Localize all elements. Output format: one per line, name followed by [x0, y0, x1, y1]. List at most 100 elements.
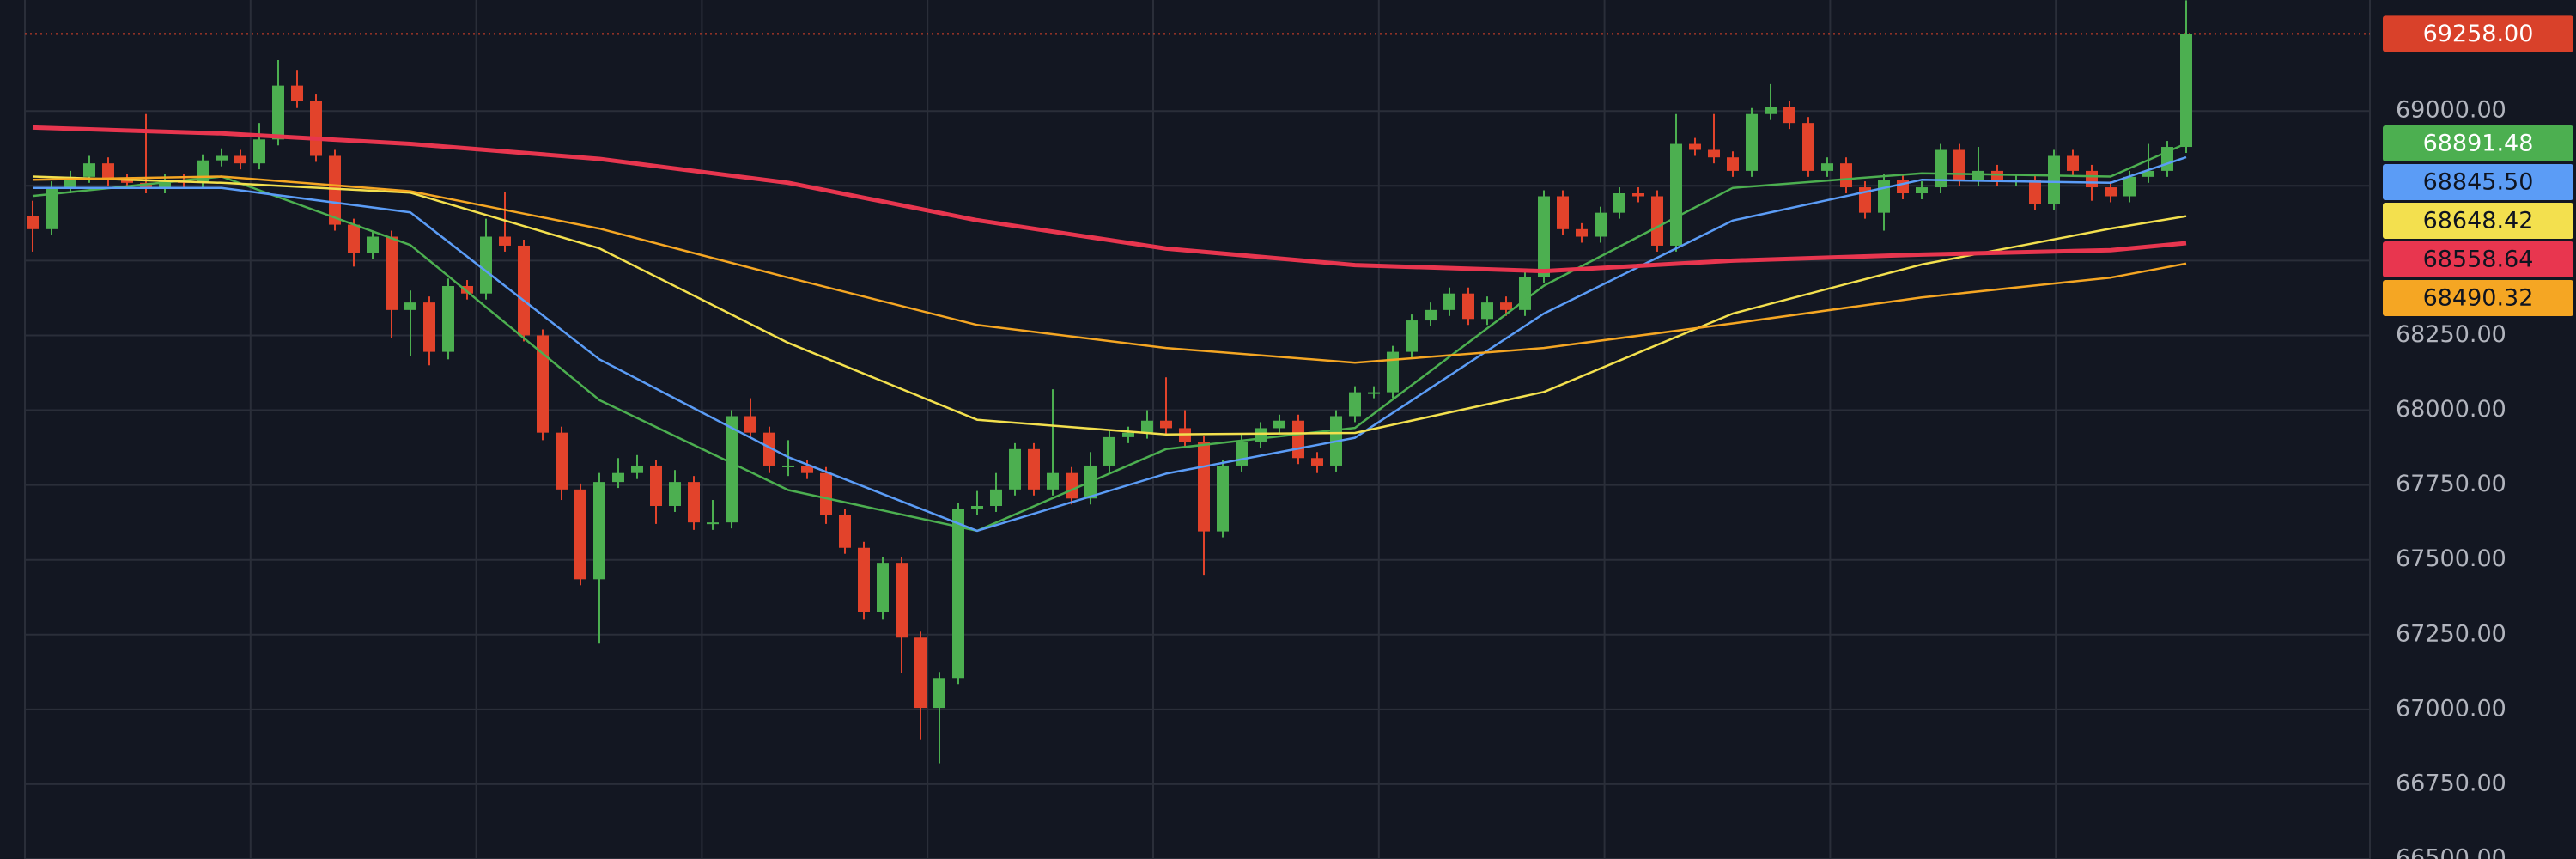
ma-line: [32, 125, 2187, 274]
candle-body: [1047, 472, 1059, 490]
candle-body: [310, 101, 322, 156]
ma-line: [32, 142, 2187, 533]
y-tick-label: 67750.00: [2396, 471, 2506, 497]
candle-body: [744, 416, 756, 433]
candle-body: [1821, 163, 1833, 171]
candle-body: [1538, 196, 1550, 277]
candle-body: [839, 515, 851, 548]
candle-body: [1481, 302, 1493, 320]
candle-body: [537, 335, 549, 433]
y-tick-label: 68000.00: [2396, 396, 2506, 423]
candle-body: [348, 224, 360, 253]
candle-body: [1632, 193, 1644, 197]
candle-body: [1613, 193, 1625, 213]
candle-body: [1462, 293, 1474, 320]
candle-body: [1009, 448, 1021, 490]
candle-body: [1765, 106, 1777, 114]
candle-body: [1557, 196, 1569, 229]
candle-body: [442, 285, 454, 352]
candle-body: [1576, 228, 1588, 237]
candle-body: [1595, 212, 1607, 237]
candle-body: [1727, 157, 1739, 171]
candle-body: [612, 472, 624, 483]
candle-body: [102, 163, 114, 180]
price-badge-label: 68891.48: [2423, 131, 2534, 157]
candle-body: [763, 432, 775, 466]
candle-body: [234, 155, 246, 164]
ma-line: [33, 155, 2187, 533]
candle-body: [877, 563, 889, 612]
candle-body: [952, 509, 964, 679]
candle-body: [1368, 392, 1380, 394]
price-axis: 66500.00 66750.00 67000.00 67250.00 67500.00…: [2383, 15, 2573, 859]
candle-body: [1387, 351, 1399, 393]
candle-body: [556, 432, 568, 490]
candle-body: [1953, 149, 1965, 180]
price-badge: [2383, 203, 2573, 240]
candle-body: [1878, 180, 1890, 213]
candle-body: [896, 563, 908, 638]
candle-body: [858, 547, 870, 612]
price-badge: [2383, 125, 2573, 162]
candle-body: [499, 236, 511, 246]
candle-body: [914, 637, 927, 709]
candle-body: [27, 216, 39, 229]
candle-body: [2048, 155, 2060, 204]
candle-body: [367, 236, 379, 253]
candle-body: [726, 416, 738, 523]
candle-body: [272, 85, 284, 140]
candle-body: [1141, 420, 1153, 433]
candle-body: [83, 163, 95, 177]
candle-body: [1406, 320, 1418, 352]
candle-body: [971, 505, 983, 509]
candle-body: [1311, 458, 1323, 466]
candle-body: [1273, 420, 1285, 429]
candle-body: [990, 489, 1002, 506]
candle-body: [253, 139, 265, 164]
candle-body: [121, 180, 133, 183]
candle-body: [404, 302, 416, 310]
candle-body: [291, 85, 303, 101]
candle-body: [1651, 196, 1663, 246]
candle-body: [329, 155, 341, 225]
y-tick-label: 68250.00: [2396, 321, 2506, 348]
candle-body: [423, 302, 435, 352]
candle-body: [669, 482, 681, 506]
candle-body: [1160, 420, 1172, 429]
candle-body: [518, 245, 530, 336]
candle-body: [1066, 472, 1078, 499]
candle-body: [1519, 277, 1531, 310]
candle-body: [1746, 113, 1758, 171]
price-badge-label: 68648.42: [2423, 208, 2534, 235]
candle-body: [2067, 155, 2079, 171]
candle-body: [631, 465, 643, 473]
price-badge-label: 69258.00: [2423, 21, 2534, 47]
candle-body: [1897, 180, 1909, 194]
candle-body: [2180, 34, 2192, 148]
ma-line: [32, 175, 2187, 436]
candle-body: [2105, 187, 2117, 197]
candle-body: [1236, 442, 1248, 466]
y-tick-label: 69000.00: [2396, 97, 2506, 124]
candle-body: [2123, 176, 2136, 197]
candle-body: [1425, 309, 1437, 321]
candle-body: [650, 465, 662, 506]
candle-body: [801, 465, 813, 473]
candle-body: [1103, 436, 1115, 466]
candle-body: [1935, 149, 1947, 188]
y-tick-label: 66500.00: [2396, 845, 2506, 859]
candle-body: [1349, 392, 1361, 417]
candle-body: [1840, 163, 1852, 188]
price-badge-label: 68558.64: [2423, 247, 2534, 273]
y-tick-label: 67000.00: [2396, 695, 2506, 722]
price-badge: [2383, 280, 2573, 317]
candle-body: [933, 678, 945, 709]
candle-body: [574, 489, 586, 580]
candle-body: [1802, 123, 1814, 171]
ma-line: [32, 175, 2187, 364]
candle-body: [1198, 442, 1210, 532]
candle-body: [593, 482, 605, 580]
price-badge: [2383, 241, 2573, 278]
